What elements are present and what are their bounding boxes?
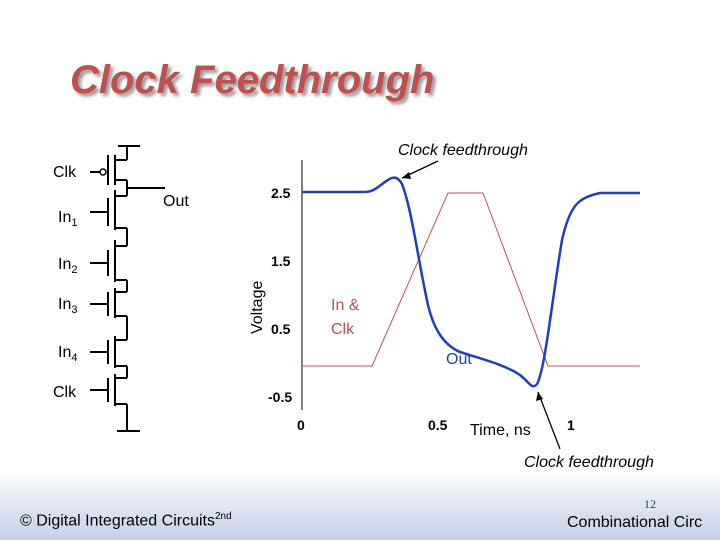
y-tick-1-5: 1.5 bbox=[271, 253, 291, 269]
annotation-top: Clock feedthrough bbox=[398, 142, 528, 159]
page-number: 12 bbox=[644, 497, 656, 511]
slide-figure: Clk In1 In2 In3 In4 Clk Out Voltage 2.5 … bbox=[53, 142, 654, 470]
input-label-in3: In3 bbox=[58, 296, 77, 316]
y-tick-neg-0-5: -0.5 bbox=[268, 389, 292, 405]
input-label-clk-bottom: Clk bbox=[53, 384, 77, 401]
x-axis-label: Time, ns bbox=[470, 422, 531, 439]
annotation-top-arrowhead bbox=[402, 172, 411, 179]
footer-band bbox=[0, 470, 720, 540]
annotation-bottom-arrow bbox=[537, 391, 561, 450]
out-trace-label: Out bbox=[446, 351, 472, 368]
output-label: Out bbox=[163, 193, 189, 210]
y-tick-0-5: 0.5 bbox=[271, 321, 291, 337]
transistor-schematic bbox=[90, 145, 165, 432]
input-label-in2: In2 bbox=[58, 256, 77, 276]
voltage-plot: Voltage 2.5 1.5 0.5 -0.5 0 0.5 1 Time, n… bbox=[249, 142, 654, 470]
annotation-bottom-arrowhead bbox=[536, 392, 543, 401]
y-tick-2-5: 2.5 bbox=[271, 185, 291, 201]
slide-title: Clock Feedthrough bbox=[70, 58, 435, 102]
footer-copyright: © Digital Integrated Circuits2nd bbox=[20, 511, 232, 530]
circuit-labels: Clk In1 In2 In3 In4 Clk Out bbox=[53, 164, 189, 401]
output-voltage-trace bbox=[302, 176, 640, 388]
in-clk-label: In & Clk bbox=[331, 297, 364, 338]
x-tick-0: 0 bbox=[297, 417, 305, 433]
x-tick-0-5: 0.5 bbox=[428, 417, 448, 433]
footer-edition: 2nd bbox=[214, 511, 232, 522]
input-clock-trace bbox=[302, 192, 640, 367]
input-label-clk-top: Clk bbox=[53, 164, 77, 181]
input-label-in4: In4 bbox=[58, 344, 77, 364]
footer-chapter: Combinational Circ bbox=[567, 514, 703, 531]
x-tick-1: 1 bbox=[567, 417, 575, 433]
input-label-in1: In1 bbox=[58, 209, 77, 229]
annotation-bottom: Clock feedthrough bbox=[524, 454, 654, 470]
y-axis-label: Voltage bbox=[249, 281, 266, 334]
